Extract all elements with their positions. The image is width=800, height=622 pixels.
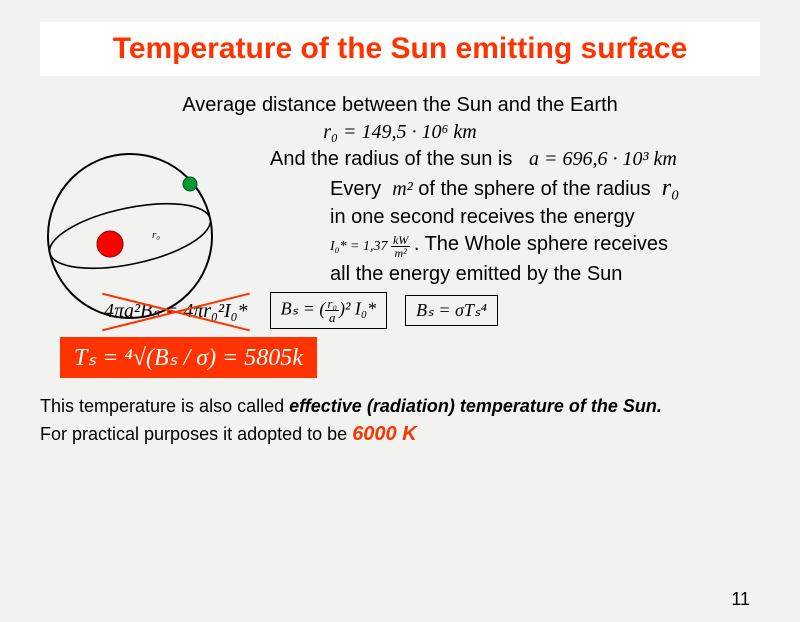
bs1-rhs: ² I₀*: [345, 299, 376, 319]
footer-line-2: For practical purposes it adopted to be …: [40, 423, 760, 446]
footer-2a: For practical purposes it adopted to be: [40, 424, 352, 444]
equation-bs-box-1: Bₛ = (r₀a)² I₀*: [270, 292, 388, 329]
avg-distance-text: Average distance between the Sun and the…: [40, 94, 760, 117]
footer-2b: 6000 K: [352, 423, 417, 445]
all-energy-text: all the energy emitted by the Sun: [330, 263, 760, 286]
sun-dot: [97, 231, 123, 257]
equation-i0-val: I₀* = 1,37: [330, 239, 387, 254]
sphere-equator: [44, 192, 216, 281]
bs1-d: a: [325, 311, 339, 324]
equation-a: a = 696,6 · 10³ km: [529, 148, 677, 170]
footer-1a: This temperature is also called: [40, 396, 289, 416]
bs1-n: r₀: [325, 297, 339, 311]
m2-symbol: m²: [392, 178, 412, 200]
page-title: Temperature of the Sun emitting surface: [60, 32, 740, 66]
equation-row: 4πa²Bₛ = 4πr₀²I₀* Bₛ = (r₀a)² I₀* Bₛ = σ…: [100, 292, 760, 329]
bs1-frac: r₀a: [325, 297, 339, 324]
footer-line-1: This temperature is also called effectiv…: [40, 396, 760, 417]
diagram-label-r0: r₀: [152, 229, 160, 241]
footer-1b: effective (radiation) temperature of the…: [289, 396, 662, 416]
i0-unit-d: m²: [391, 247, 410, 259]
equation-balance-crossed: 4πa²Bₛ = 4πr₀²I₀*: [100, 296, 252, 325]
equation-bs-box-2: Bₛ = σTₛ⁴: [405, 295, 498, 326]
title-bar: Temperature of the Sun emitting surface: [40, 22, 760, 76]
equation-r0: r₀ = 149,5 · 10⁶ km: [40, 121, 760, 144]
bs1-lhs: Bₛ =: [281, 299, 315, 319]
every-text-2: of the sphere of the radius: [418, 178, 650, 200]
content-area: Average distance between the Sun and the…: [0, 76, 800, 378]
whole-sphere-text: . The Whole sphere receives: [414, 233, 668, 255]
i0-unit: kWm²: [391, 234, 410, 259]
receives-text: in one second receives the energy: [330, 206, 760, 229]
footer-block: This temperature is also called effectiv…: [40, 396, 760, 446]
result-equation: Tₛ = ⁴√(Bₛ / σ) = 5805k: [60, 337, 317, 378]
right-text-block: And the radius of the sun is a = 696,6 ·…: [270, 148, 760, 286]
every-text-1: Every: [330, 178, 381, 200]
equation-i0: I₀* = 1,37 kWm²: [330, 239, 414, 254]
r0-symbol: r₀: [662, 175, 680, 201]
earth-dot: [183, 177, 197, 191]
radius-text: And the radius of the sun is: [270, 148, 512, 170]
